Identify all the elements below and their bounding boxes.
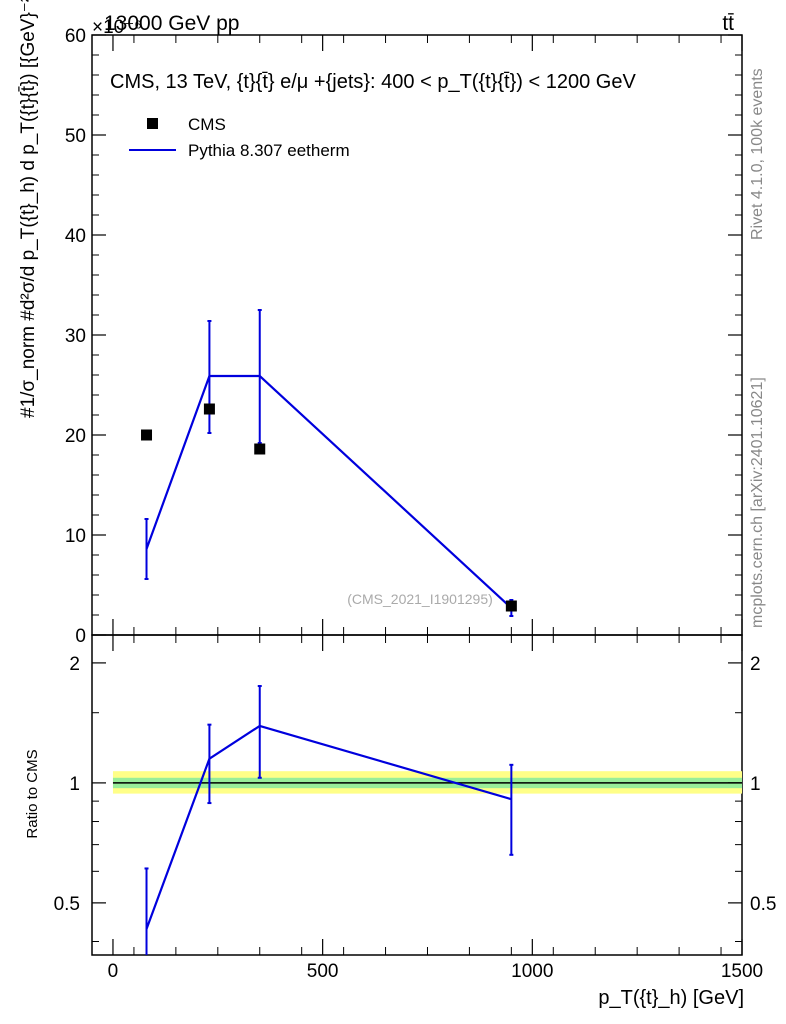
ratio-y-tick-label: 1 bbox=[69, 774, 80, 795]
x-axis: 0 500 1000 1500 bbox=[91, 635, 763, 982]
main-y-tick-label: 0 bbox=[75, 626, 86, 647]
main-y-tick-label: 60 bbox=[65, 26, 86, 47]
legend-pythia-label: Pythia 8.307 eetherm bbox=[188, 141, 350, 160]
y-exponent: ×10⁻⁶ bbox=[92, 17, 142, 38]
analysis-watermark: (CMS_2021_I1901295) bbox=[347, 591, 493, 607]
main-x-ticks bbox=[91, 35, 743, 635]
ratio-data-marks bbox=[144, 685, 514, 955]
main-y-tick-label: 30 bbox=[65, 326, 86, 347]
legend-cms-label: CMS bbox=[188, 115, 226, 134]
ratio-y-label: Ratio to CMS bbox=[24, 749, 41, 838]
ratio-pythia-line bbox=[145, 724, 512, 930]
main-y-tick-label: 20 bbox=[65, 426, 86, 447]
x-tick-label: 1500 bbox=[721, 961, 763, 982]
ratio-y-tick-label-right: 0.5 bbox=[750, 894, 776, 915]
ratio-uncertainty-bands bbox=[112, 771, 742, 794]
cms-data-point bbox=[254, 443, 266, 455]
main-panel: 0 10 20 30 40 50 60 (CMS_2021_I1901295) CMS, 1… bbox=[18, 0, 743, 647]
ratio-y-axis: 0.5 0.5 1 1 2 2 bbox=[54, 654, 776, 943]
main-y-tick-label: 50 bbox=[65, 126, 86, 147]
legend-cms-marker bbox=[147, 118, 158, 129]
ratio-y-tick-label-right: 1 bbox=[750, 774, 761, 795]
x-tick-label: 1000 bbox=[511, 961, 553, 982]
x-tick-label: 500 bbox=[307, 961, 339, 982]
ratio-panel: 0.5 0.5 1 1 2 2 0 500 1000 1500 Ratio to CMS p_T… bbox=[24, 634, 776, 1009]
rivet-label: Rivet 4.1.0, 100k events bbox=[749, 68, 766, 240]
pythia-line bbox=[145, 374, 513, 609]
main-y-label: #1/σ_norm #d²σ/d p_T({t}_h) d p_T({t}{t̄… bbox=[18, 0, 39, 418]
chart-title: CMS, 13 TeV, {t}{t̄} e/μ +{jets}: 400 < … bbox=[110, 71, 636, 93]
ratio-frame bbox=[91, 634, 743, 956]
ratio-y-tick-label: 2 bbox=[69, 654, 80, 675]
x-axis-label: p_T({t}_h) [GeV] bbox=[598, 987, 744, 1009]
header-process: tt̄ bbox=[722, 12, 734, 35]
cms-data-point bbox=[141, 429, 153, 441]
x-tick-label: 0 bbox=[108, 961, 119, 982]
cms-data-point bbox=[203, 403, 215, 415]
ratio-y-tick-label-right: 2 bbox=[750, 654, 761, 675]
cms-data-point bbox=[505, 600, 517, 612]
main-y-tick-label: 10 bbox=[65, 526, 86, 547]
header-energy: 13000 GeV pp bbox=[104, 12, 239, 35]
main-y-tick-label: 40 bbox=[65, 226, 86, 247]
mcplots-label: mcplots.cern.ch [arXiv:2401.10621] bbox=[749, 377, 766, 628]
main-data-marks bbox=[141, 309, 517, 617]
main-y-axis: 0 10 20 30 40 50 60 bbox=[65, 26, 742, 647]
ratio-y-tick-label: 0.5 bbox=[54, 894, 80, 915]
